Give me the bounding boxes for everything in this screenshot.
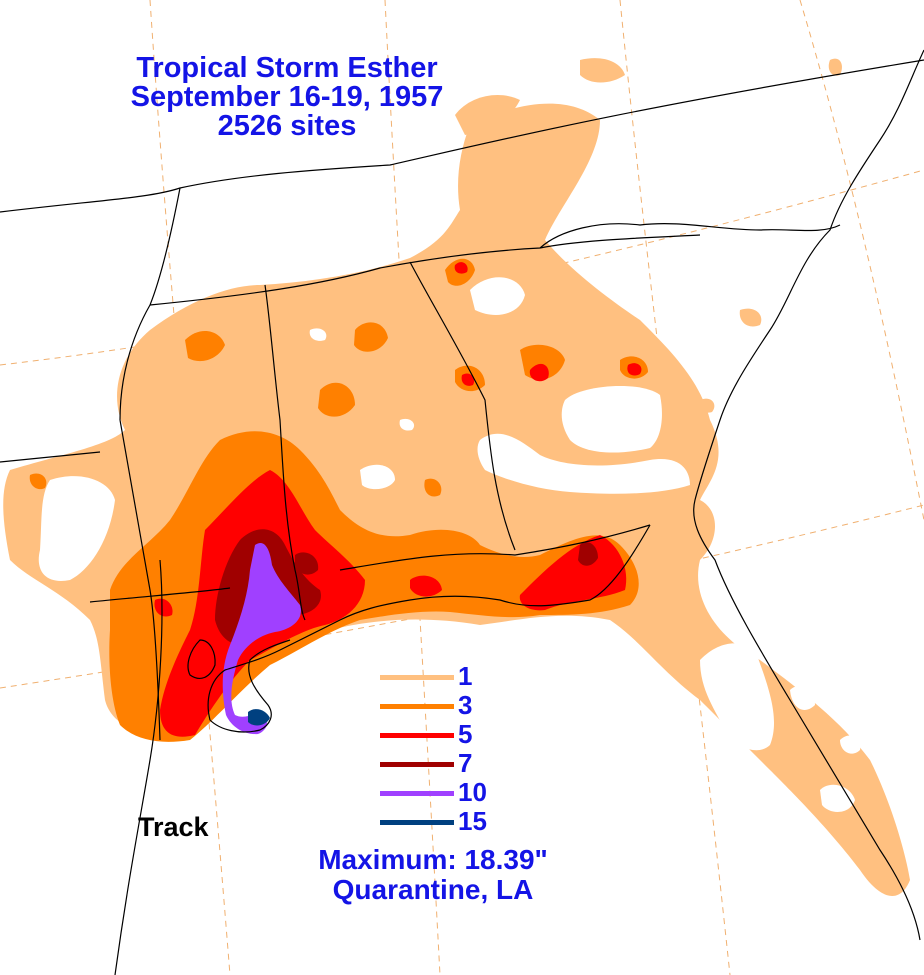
- coastline: [187, 49, 924, 941]
- rainfall-1in-area: [3, 58, 910, 897]
- title-dates: September 16-19, 1957: [130, 81, 444, 113]
- storm-track: [114, 559, 163, 975]
- title-site-count: 2526 sites: [217, 110, 357, 142]
- rainfall-10in-area: [222, 542, 301, 735]
- legend-swatch: [380, 820, 454, 825]
- legend-label: 15: [458, 806, 487, 836]
- rainfall-15in-area: [248, 709, 270, 726]
- legend-swatch: [380, 791, 454, 796]
- legend-label: 10: [458, 777, 487, 807]
- title-storm-name: Tropical Storm Esther: [136, 52, 438, 84]
- legend-label: 3: [458, 690, 473, 720]
- legend-swatch: [380, 762, 454, 767]
- legend-label: 1: [458, 661, 473, 691]
- legend-swatch: [380, 733, 454, 738]
- legend-swatch: [380, 704, 454, 709]
- map-title: Tropical Storm Esther September 16-19, 1…: [104, 54, 470, 141]
- legend-swatch: [380, 675, 454, 680]
- maximum-location: Quarantine, LA: [332, 874, 534, 905]
- legend-label: 7: [458, 748, 473, 778]
- maximum-value: Maximum: 18.39": [318, 844, 548, 875]
- legend-label: 5: [458, 719, 473, 749]
- state-boundaries: [0, 59, 924, 741]
- rainfall-1in-holes: [38, 277, 861, 812]
- track-label: Track: [138, 812, 209, 842]
- maximum-rainfall-note: Maximum: 18.39" Quarantine, LA: [268, 845, 598, 905]
